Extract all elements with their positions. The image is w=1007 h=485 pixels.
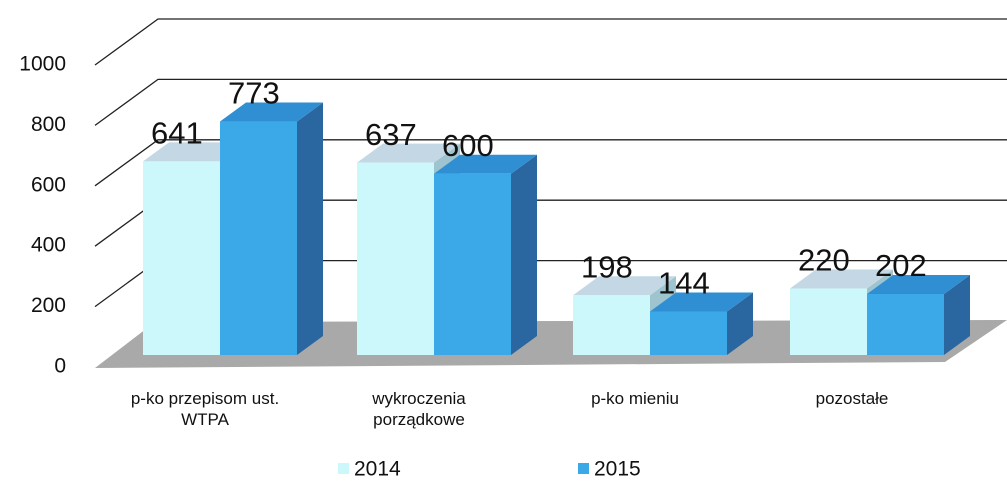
grid-line xyxy=(94,139,1007,187)
bar-front xyxy=(434,173,511,355)
y-tick-label: 200 xyxy=(31,294,66,317)
bar-side xyxy=(944,274,970,355)
data-label: 202 xyxy=(875,248,927,283)
bar-front xyxy=(143,161,220,355)
bar-side xyxy=(297,102,323,355)
bar-top xyxy=(220,102,323,122)
data-label: 144 xyxy=(658,266,710,301)
legend-label: 2015 xyxy=(594,458,641,481)
bar-top xyxy=(650,292,753,312)
grid-line xyxy=(94,18,1007,66)
grid-line xyxy=(94,78,1007,126)
bar-front xyxy=(220,121,297,355)
y-tick-label: 800 xyxy=(31,113,66,136)
y-tick-label: 0 xyxy=(54,355,66,378)
x-tick-label: p-ko mieniu xyxy=(591,389,679,408)
data-label: 600 xyxy=(442,128,494,163)
bar-front xyxy=(357,162,434,355)
data-label: 773 xyxy=(228,76,280,111)
bar-front xyxy=(867,293,944,355)
bar-top xyxy=(867,274,970,294)
y-tick-label: 400 xyxy=(31,234,66,257)
data-label: 220 xyxy=(798,243,850,278)
bar xyxy=(867,274,970,355)
bar-top xyxy=(573,276,676,296)
x-tick-label: p-ko przepisom ust. WTPA xyxy=(130,389,280,429)
data-label: 637 xyxy=(365,117,417,152)
x-tick-label: pozostałe xyxy=(815,389,889,408)
legend-label: 2014 xyxy=(354,458,401,481)
bar-front xyxy=(650,311,727,355)
bar-top xyxy=(434,154,537,174)
x-tick-label: wykroczenia porządkowe xyxy=(372,389,466,429)
y-tick-label: 1000 xyxy=(19,53,66,76)
bar-top xyxy=(790,269,893,289)
bar-top xyxy=(357,143,460,163)
bar xyxy=(650,292,753,355)
bar-front xyxy=(790,288,867,355)
data-label: 198 xyxy=(581,249,633,284)
bar-front xyxy=(573,295,650,355)
legend-swatch xyxy=(338,463,349,474)
bar-side xyxy=(511,154,537,355)
bar xyxy=(220,102,323,355)
bar-side xyxy=(727,292,753,355)
data-label: 641 xyxy=(151,116,203,151)
legend-swatch xyxy=(578,463,589,474)
bar xyxy=(434,154,537,355)
y-tick-label: 600 xyxy=(31,173,66,196)
